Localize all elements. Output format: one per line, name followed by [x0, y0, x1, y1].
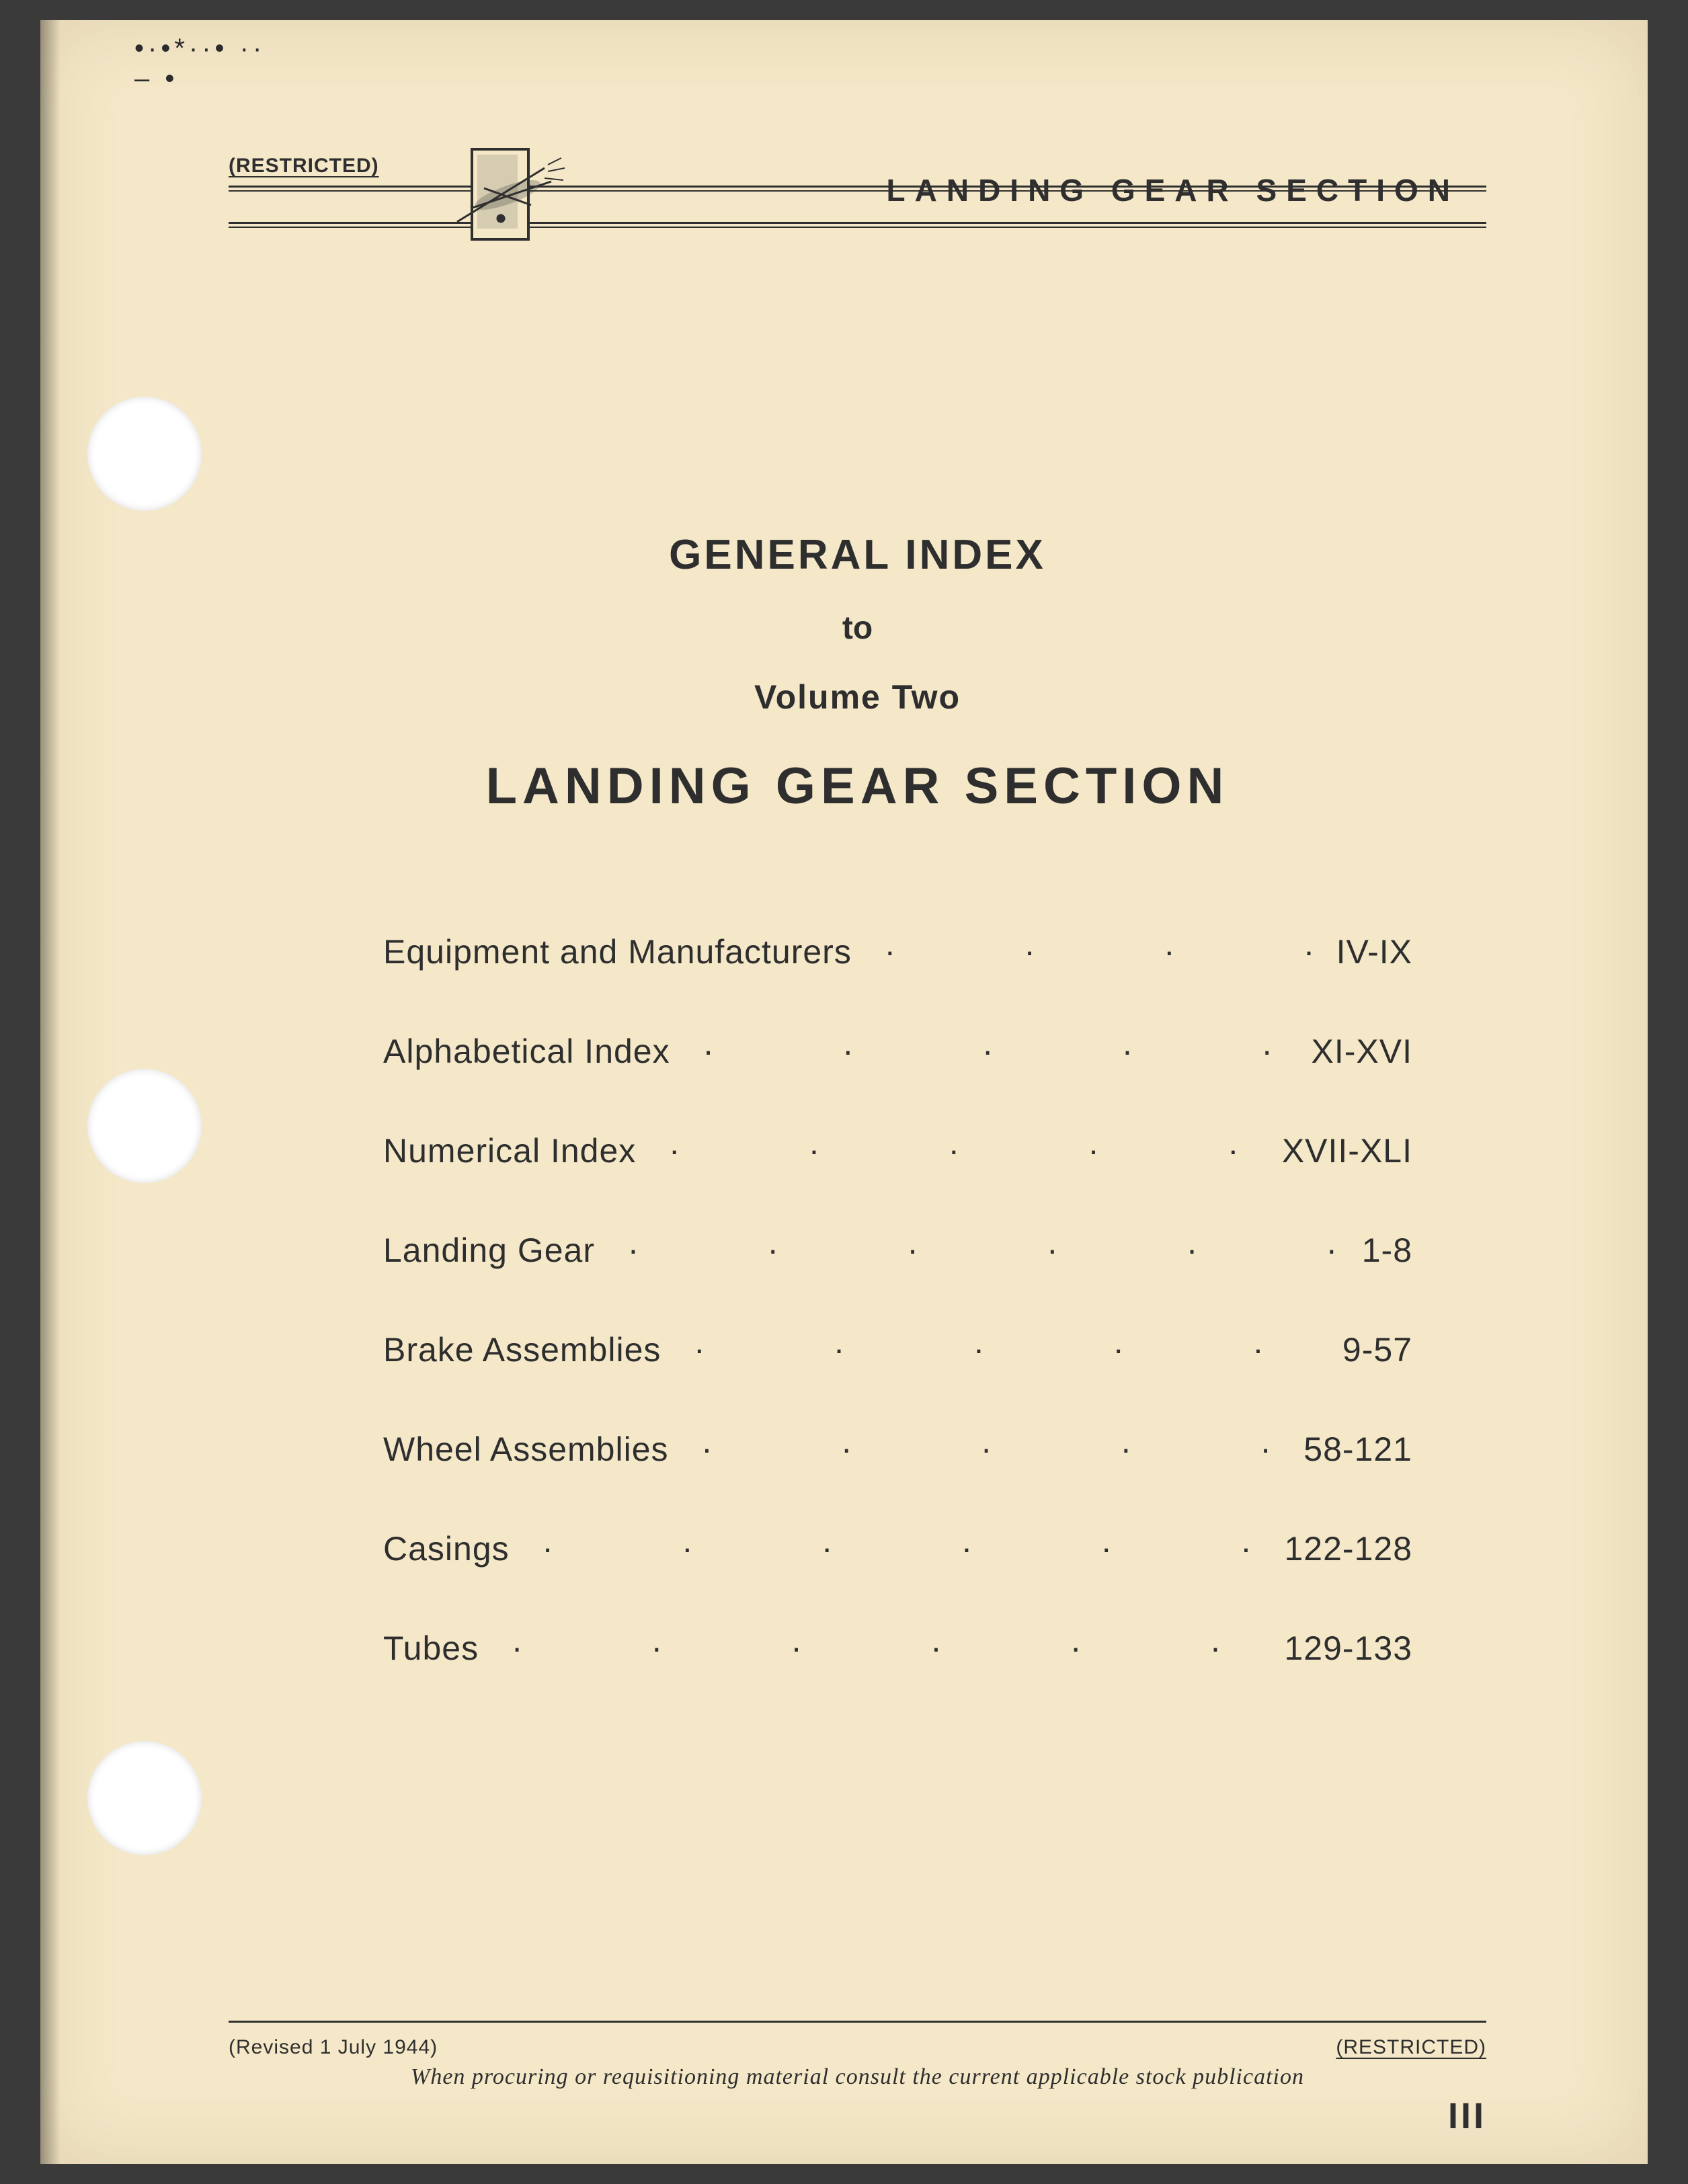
- page-footer: (Revised 1 July 1944) (RESTRICTED) When …: [229, 2021, 1486, 2090]
- title-block: GENERAL INDEX to Volume Two LANDING GEAR…: [229, 531, 1486, 815]
- index-label: Brake Assemblies: [383, 1330, 661, 1369]
- footer-rule: [229, 2021, 1486, 2023]
- header-rule-bottom: [229, 222, 1486, 224]
- index-leader: . . . . . . . . . . . . . .: [677, 1029, 1305, 1063]
- index-row: Alphabetical Index . . . . . . . . . . .…: [383, 1029, 1412, 1071]
- scan-edge-shadow: [40, 20, 61, 2164]
- index-row: Casings . . . . . . . . . . . . . . 122-…: [383, 1527, 1412, 1568]
- index-leader: . . . . . . . . . . . . . .: [668, 1328, 1336, 1361]
- index-row: Landing Gear . . . . . . . . . . . . . .…: [383, 1228, 1412, 1270]
- index-leader: . . . . . . . . . . . . . .: [516, 1527, 1278, 1560]
- index-label: Wheel Assemblies: [383, 1430, 669, 1469]
- index-pages: 122-128: [1285, 1529, 1413, 1568]
- title-main: LANDING GEAR SECTION: [229, 757, 1486, 815]
- index-row: Equipment and Manufacturers . . . . . . …: [383, 930, 1412, 971]
- footer-note: When procuring or requisitioning materia…: [229, 2064, 1486, 2090]
- footer-restricted: (RESTRICTED): [1336, 2036, 1486, 2059]
- index-leader: . . . . . . . . . . . . . .: [602, 1228, 1355, 1262]
- footer-revised: (Revised 1 July 1944): [229, 2036, 438, 2059]
- index-pages: 9-57: [1342, 1330, 1412, 1369]
- document-page: •·•*··• ·· – • (RESTRICTED) LANDING GEAR…: [40, 20, 1648, 2164]
- index-row: Tubes . . . . . . . . . . . . . . 129-13…: [383, 1626, 1412, 1668]
- punch-hole: [87, 1741, 202, 1855]
- index-label: Landing Gear: [383, 1231, 595, 1270]
- index-row: Numerical Index . . . . . . . . . . . . …: [383, 1129, 1412, 1170]
- airplane-emblem-icon: [444, 141, 571, 249]
- page-number: III: [1448, 2095, 1486, 2137]
- index-label: Casings: [383, 1529, 510, 1568]
- punch-hole: [87, 397, 202, 511]
- index-label: Numerical Index: [383, 1131, 636, 1170]
- title-volume: Volume Two: [229, 678, 1486, 717]
- index-pages: 1-8: [1362, 1231, 1412, 1270]
- header-restricted-label: (RESTRICTED): [229, 155, 379, 177]
- content-area: GENERAL INDEX to Volume Two LANDING GEAR…: [229, 531, 1486, 1726]
- index-row: Brake Assemblies . . . . . . . . . . . .…: [383, 1328, 1412, 1369]
- index-label: Alphabetical Index: [383, 1032, 670, 1071]
- title-to: to: [229, 610, 1486, 647]
- index-pages: 58-121: [1303, 1430, 1412, 1469]
- header-section-title: LANDING GEAR SECTION: [887, 172, 1459, 208]
- footer-row: (Revised 1 July 1944) (RESTRICTED): [229, 2036, 1486, 2059]
- index-leader: . . . . . . . . . . . . . .: [858, 930, 1330, 963]
- index-leader: . . . . . . . . . . . . . .: [676, 1427, 1297, 1461]
- index-pages: IV-IX: [1336, 932, 1412, 971]
- punch-hole: [87, 1069, 202, 1183]
- index-list: Equipment and Manufacturers . . . . . . …: [229, 930, 1486, 1668]
- index-label: Equipment and Manufacturers: [383, 932, 852, 971]
- page-header: (RESTRICTED) LANDING GEAR SECTION: [229, 155, 1486, 255]
- staple-mark: •·•*··• ·· – •: [134, 34, 282, 47]
- index-pages: XVII-XLI: [1282, 1131, 1412, 1170]
- index-label: Tubes: [383, 1629, 479, 1668]
- index-leader: . . . . . . . . . . . . . .: [643, 1129, 1275, 1162]
- index-pages: XI-XVI: [1312, 1032, 1412, 1071]
- index-leader: . . . . . . . . . . . . . .: [485, 1626, 1277, 1660]
- index-row: Wheel Assemblies . . . . . . . . . . . .…: [383, 1427, 1412, 1469]
- title-general-index: GENERAL INDEX: [229, 531, 1486, 579]
- index-pages: 129-133: [1285, 1629, 1413, 1668]
